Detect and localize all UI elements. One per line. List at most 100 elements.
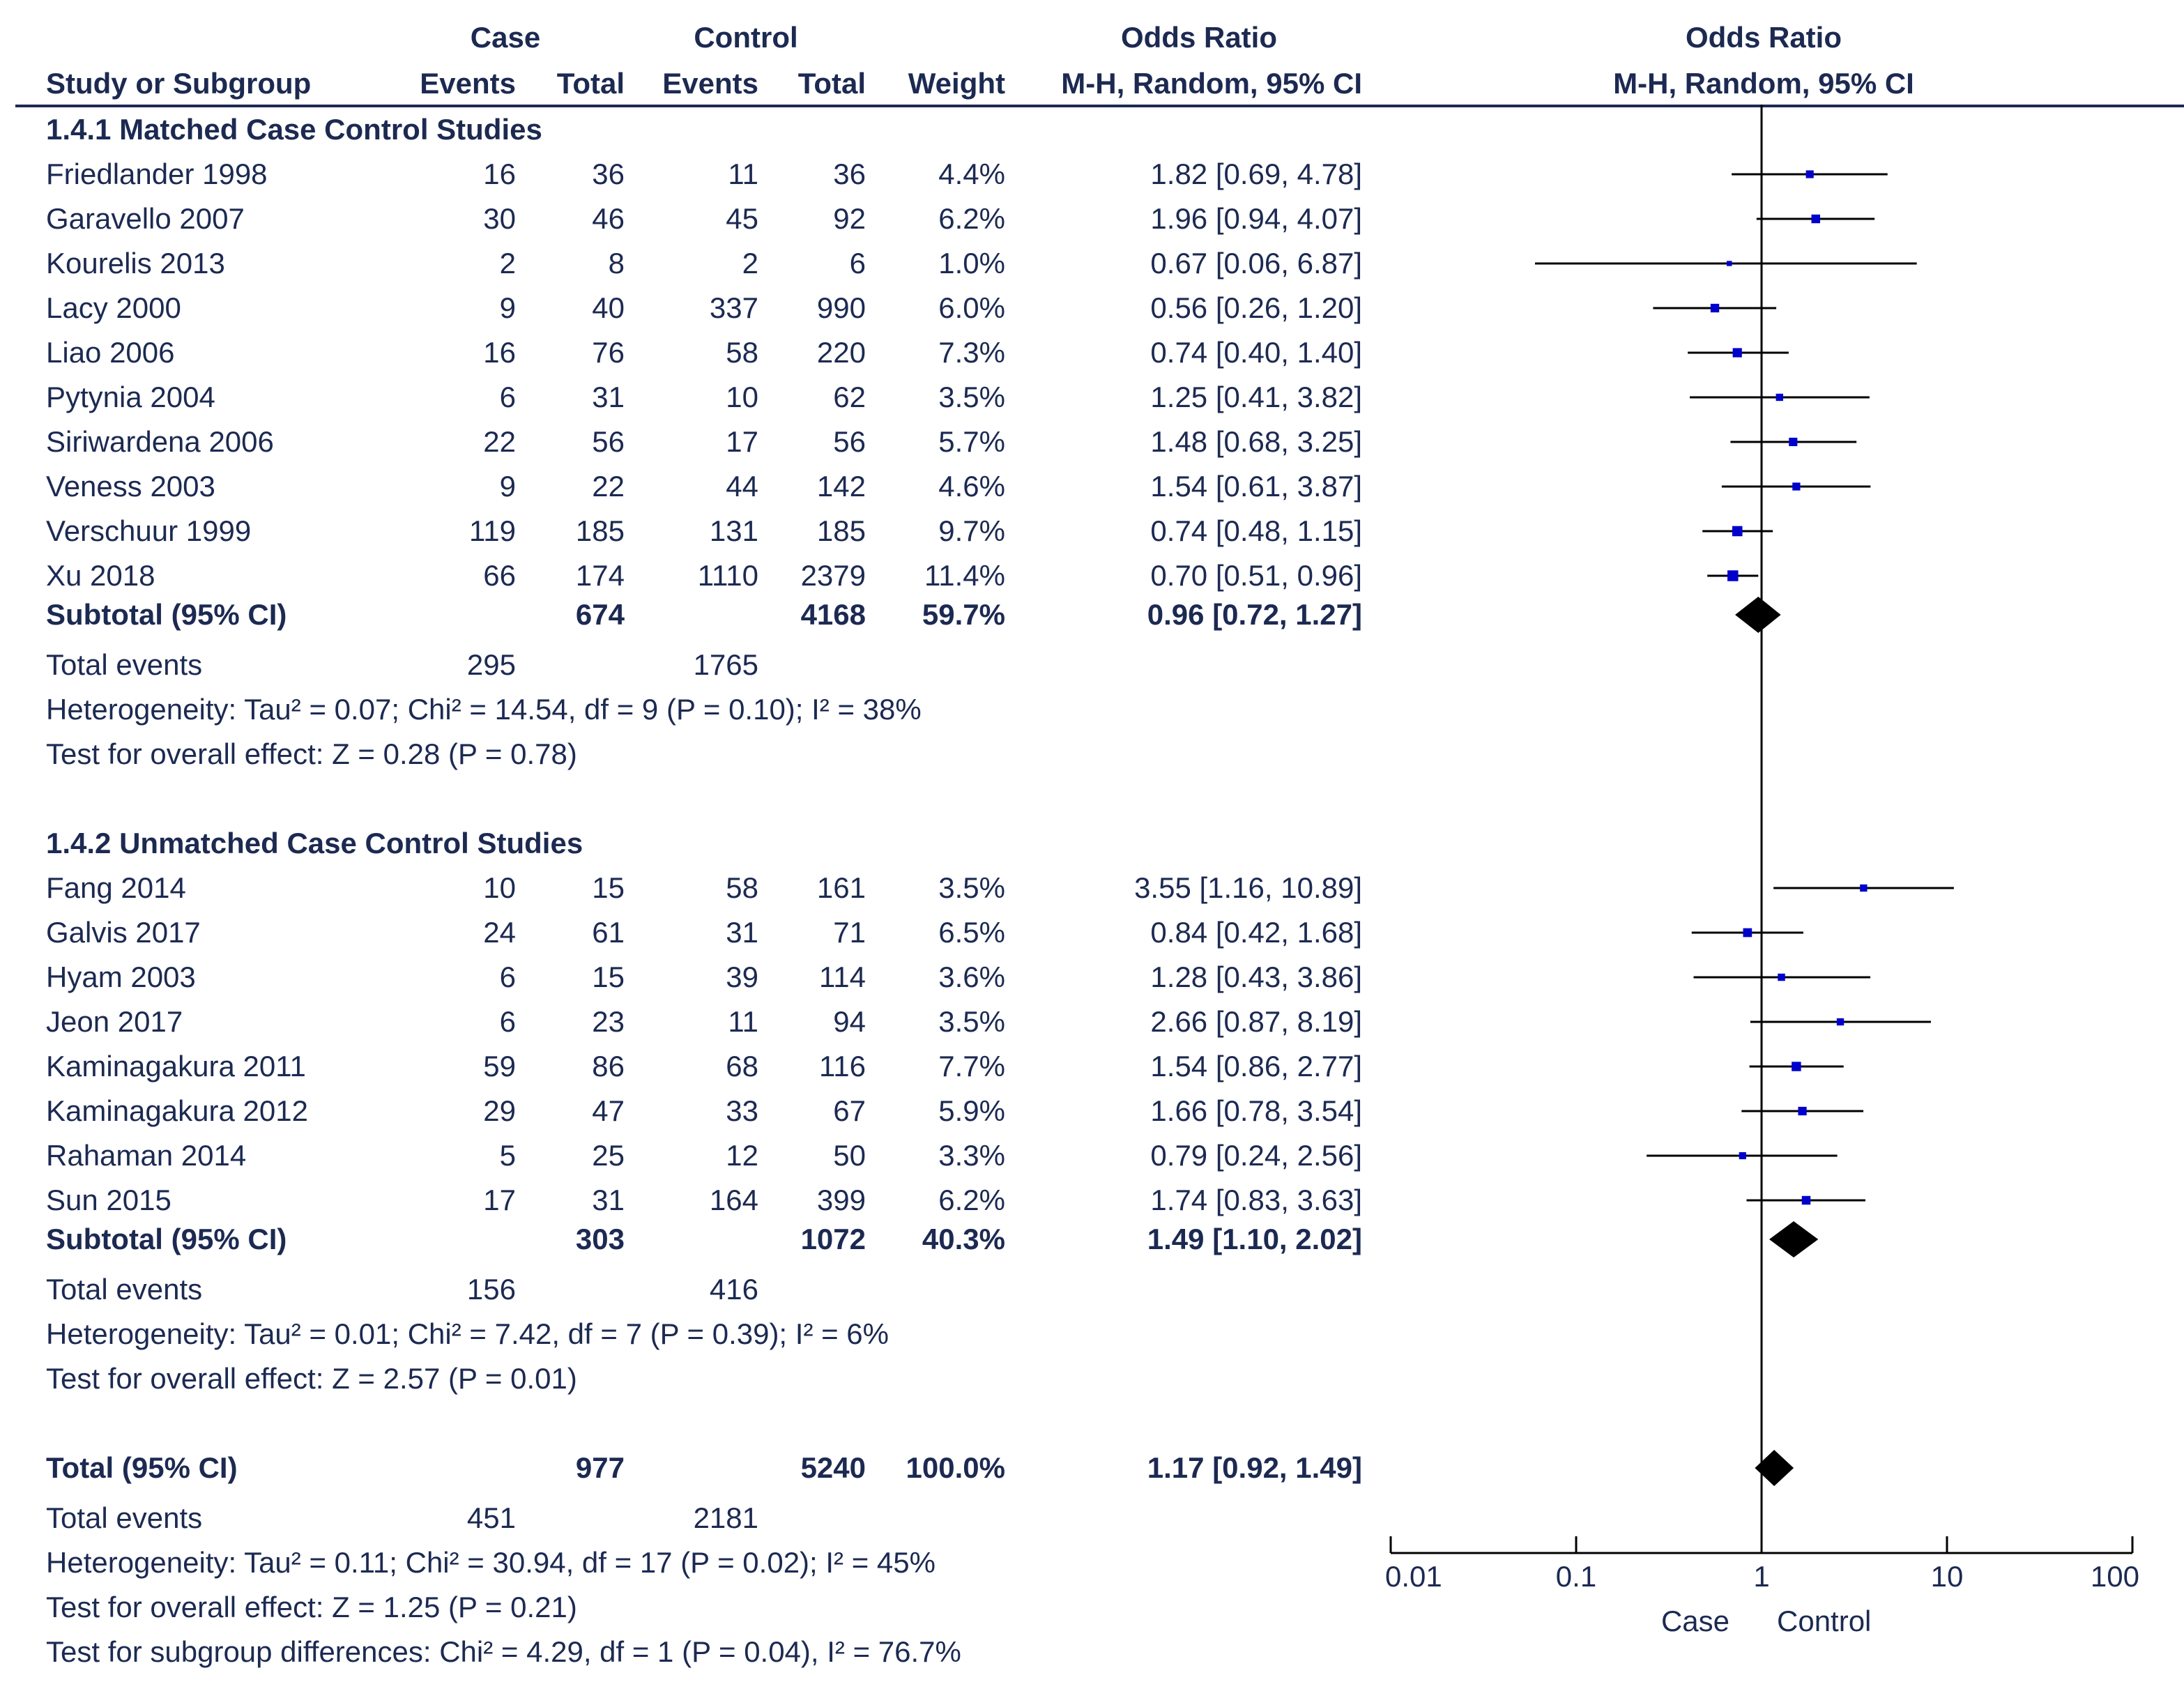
- case-total: 22: [592, 470, 625, 503]
- ctrl-events: 31: [726, 916, 758, 949]
- study-name: Kourelis 2013: [46, 247, 225, 280]
- case-total: 47: [592, 1094, 625, 1127]
- ctrl-events: 11: [728, 158, 758, 190]
- ctrl-events: 58: [726, 871, 758, 904]
- plot-group-header: Odds Ratio: [1685, 21, 1842, 54]
- total-events-label: Total events: [46, 648, 203, 681]
- study-or: 1.28 [0.43, 3.86]: [1150, 961, 1362, 993]
- ctrl-total: 399: [816, 1184, 866, 1216]
- total-events-ctrl: 2181: [693, 1501, 758, 1534]
- x-tick-label: 10: [1931, 1560, 1964, 1593]
- study-weight: 3.5%: [938, 1005, 1005, 1038]
- ctrl-total: 50: [833, 1139, 866, 1172]
- case-events: 30: [483, 202, 516, 235]
- case-total: 15: [592, 871, 625, 904]
- ctrl-total: 990: [816, 291, 866, 324]
- x-tick-label: 1: [1753, 1560, 1769, 1593]
- ctrl-events: 1110: [697, 559, 758, 592]
- case-total: 36: [592, 158, 625, 190]
- study-name: Fang 2014: [46, 871, 186, 904]
- ctrl-events: 68: [726, 1050, 758, 1083]
- study-weight: 7.7%: [938, 1050, 1005, 1083]
- case-events: 17: [483, 1184, 516, 1216]
- case-events: 22: [483, 425, 516, 458]
- ctrl-total: 92: [833, 202, 866, 235]
- pooled-diamond: [1769, 1221, 1819, 1257]
- case-total: 25: [592, 1139, 625, 1172]
- ctrl-events: 58: [726, 336, 758, 369]
- ctrl-events: 39: [726, 961, 758, 993]
- point-estimate: [1778, 973, 1785, 981]
- point-estimate: [1727, 570, 1739, 581]
- heterogeneity-text: Heterogeneity: Tau² = 0.01; Chi² = 7.42,…: [46, 1317, 889, 1350]
- study-name: Verschuur 1999: [46, 514, 252, 547]
- subtotal-label: Subtotal (95% CI): [46, 1223, 287, 1255]
- study-weight: 3.5%: [938, 871, 1005, 904]
- study-weight: 6.0%: [938, 291, 1005, 324]
- study-name: Kaminagakura 2012: [46, 1094, 308, 1127]
- ctrl-events: 131: [709, 514, 758, 547]
- case-total: 31: [592, 1184, 625, 1216]
- ctrl-events: 45: [726, 202, 758, 235]
- study-name: Pytynia 2004: [46, 381, 215, 413]
- point-estimate: [1792, 1062, 1801, 1071]
- study-name: Rahaman 2014: [46, 1139, 247, 1172]
- subtotal-case-total: 674: [575, 598, 625, 631]
- study-weight: 6.2%: [938, 202, 1005, 235]
- study-or: 1.66 [0.78, 3.54]: [1150, 1094, 1362, 1127]
- study-name: Friedlander 1998: [46, 158, 268, 190]
- case-group-header: Case: [470, 21, 541, 54]
- x-tick-label: 0.01: [1385, 1560, 1442, 1593]
- study-weight: 11.4%: [924, 559, 1005, 592]
- total-weight: 100.0%: [906, 1451, 1005, 1484]
- ctrl-total: 116: [819, 1050, 866, 1083]
- col-study-header: Study or Subgroup: [46, 67, 312, 100]
- study-or: 2.66 [0.87, 8.19]: [1150, 1005, 1362, 1038]
- study-or: 0.56 [0.26, 1.20]: [1150, 291, 1362, 324]
- study-weight: 5.9%: [938, 1094, 1005, 1127]
- subtotal-case-total: 303: [575, 1223, 625, 1255]
- point-estimate: [1789, 437, 1798, 447]
- total-label: Total (95% CI): [46, 1451, 238, 1484]
- study-or: 0.79 [0.24, 2.56]: [1150, 1139, 1362, 1172]
- subtotal-label: Subtotal (95% CI): [46, 598, 287, 631]
- case-total: 23: [592, 1005, 625, 1038]
- total-ctrl-total: 5240: [800, 1451, 866, 1484]
- ctrl-total: 220: [816, 336, 866, 369]
- study-or: 0.67 [0.06, 6.87]: [1150, 247, 1362, 280]
- case-total: 86: [592, 1050, 625, 1083]
- case-events: 66: [483, 559, 516, 592]
- case-events: 10: [483, 871, 516, 904]
- subtotal-or: 0.96 [0.72, 1.27]: [1147, 598, 1362, 631]
- ctrl-total: 114: [819, 961, 866, 993]
- col-case-events-header: Events: [420, 67, 516, 100]
- case-total: 76: [592, 336, 625, 369]
- overall-effect-text: Test for overall effect: Z = 0.28 (P = 0…: [46, 737, 577, 770]
- study-or: 3.55 [1.16, 10.89]: [1134, 871, 1362, 904]
- case-events: 5: [499, 1139, 516, 1172]
- study-weight: 7.3%: [938, 336, 1005, 369]
- total-events-label: Total events: [46, 1501, 203, 1534]
- ctrl-total: 161: [816, 871, 866, 904]
- study-name: Veness 2003: [46, 470, 215, 503]
- point-estimate: [1732, 348, 1742, 358]
- ctrl-total: 6: [849, 247, 866, 280]
- total-events-ctrl: 416: [709, 1273, 758, 1306]
- total-heterogeneity: Heterogeneity: Tau² = 0.11; Chi² = 30.94…: [46, 1546, 936, 1579]
- case-total: 15: [592, 961, 625, 993]
- study-or: 1.82 [0.69, 4.78]: [1150, 158, 1362, 190]
- total-events-case: 451: [466, 1501, 516, 1534]
- ctrl-total: 142: [816, 470, 866, 503]
- heterogeneity-text: Heterogeneity: Tau² = 0.07; Chi² = 14.54…: [46, 693, 922, 726]
- total-overall-effect: Test for overall effect: Z = 1.25 (P = 0…: [46, 1591, 577, 1623]
- study-weight: 4.6%: [938, 470, 1005, 503]
- subgroup-differences: Test for subgroup differences: Chi² = 4.…: [46, 1635, 961, 1668]
- case-total: 8: [608, 247, 625, 280]
- case-events: 59: [483, 1050, 516, 1083]
- study-name: Lacy 2000: [46, 291, 181, 324]
- point-estimate: [1805, 170, 1814, 178]
- subgroup-title: 1.4.1 Matched Case Control Studies: [46, 113, 542, 146]
- subtotal-ctrl-total: 1072: [800, 1223, 866, 1255]
- col-or-header: M-H, Random, 95% CI: [1061, 67, 1362, 100]
- ctrl-events: 164: [709, 1184, 758, 1216]
